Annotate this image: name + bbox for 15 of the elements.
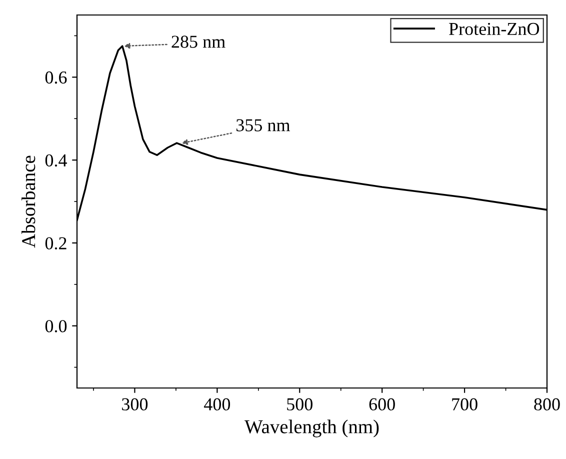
y-tick-label: 0.0	[45, 320, 67, 332]
x-tick-label: 500	[287, 398, 312, 410]
x-tick-label: 700	[452, 398, 478, 410]
y-tick-label: 0.2	[45, 237, 66, 250]
x-axis-title: Wavelength (nm)	[244, 420, 379, 438]
annotation: 285 nm	[172, 36, 226, 48]
y-tick-label: 0.4	[45, 154, 67, 167]
y-tick-label: 0.6	[45, 71, 67, 84]
x-tick-label: 300	[122, 398, 148, 410]
x-tick-label: 600	[369, 398, 395, 410]
y-axis-title: Absorbance	[22, 156, 36, 248]
annotation: 355 nm	[236, 119, 290, 132]
x-tick-label: 400	[204, 398, 230, 410]
x-tick-label: 800	[534, 398, 560, 410]
legend-label: Protein-ZnO	[449, 22, 540, 36]
